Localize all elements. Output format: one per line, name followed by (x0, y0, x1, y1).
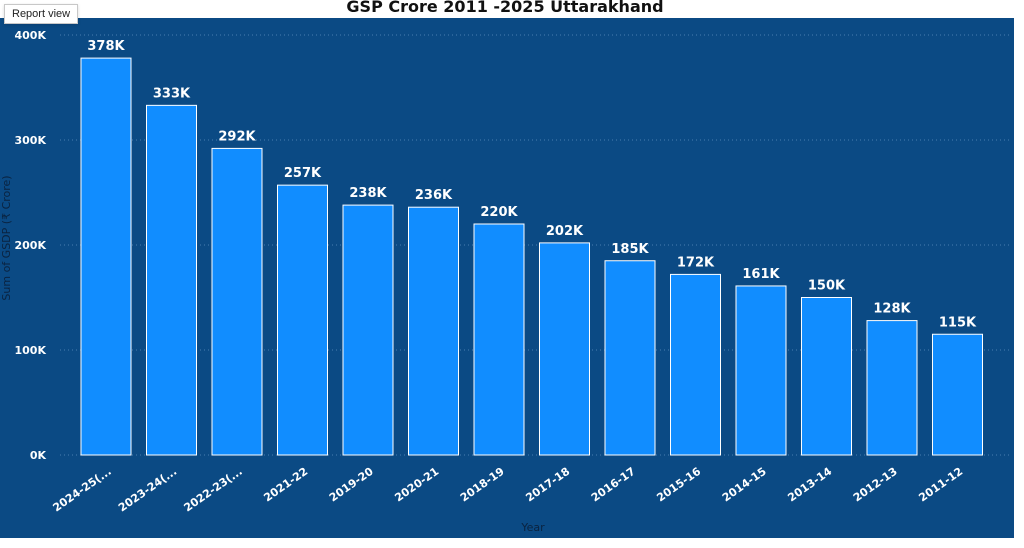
x-tick-label: 2013-14 (785, 465, 834, 505)
chart-plot-area[interactable]: 378K 333K 292K 257K 238K 236K 220K 202K 185K 172K… (0, 18, 1014, 538)
x-tick-label: 2012-13 (851, 465, 900, 505)
data-label: 292K (218, 129, 256, 144)
y-tick-label: 400K (15, 29, 47, 42)
data-label: 236K (415, 188, 453, 203)
data-label: 202K (546, 224, 584, 239)
data-label: 128K (873, 302, 911, 317)
data-label: 185K (611, 242, 649, 257)
data-label: 238K (349, 186, 387, 201)
y-tick-label: 100K (15, 344, 47, 357)
x-tick-label: 2016-17 (589, 465, 638, 505)
bar[interactable] (866, 320, 918, 456)
bar[interactable] (211, 147, 263, 456)
bar[interactable] (277, 184, 328, 456)
x-tick-label: 2022-23(... (182, 465, 245, 515)
bar[interactable] (539, 242, 590, 456)
bar[interactable] (735, 285, 787, 456)
bar[interactable] (801, 297, 852, 456)
x-axis-title: Year (520, 521, 545, 534)
data-label: 115K (939, 315, 977, 330)
data-label: 220K (480, 205, 518, 220)
bar[interactable] (342, 204, 394, 456)
x-tick-label: 2019-20 (327, 465, 376, 505)
bar[interactable] (408, 206, 459, 456)
page-margin (1014, 18, 1024, 548)
bar[interactable] (473, 223, 525, 456)
x-tick-label: 2015-16 (654, 465, 703, 505)
bar[interactable] (146, 104, 197, 456)
bar[interactable] (932, 333, 983, 456)
x-tick-label: 2021-22 (261, 465, 310, 505)
x-tick-label: 2024-25(... (51, 465, 114, 515)
y-tick-label: 0K (30, 449, 47, 462)
y-axis-ticks: 0K 100K 200K 300K 400K (15, 29, 47, 462)
bar[interactable] (80, 57, 132, 456)
bars (80, 57, 983, 456)
x-tick-label: 2014-15 (720, 465, 769, 505)
bar-chart[interactable]: 378K 333K 292K 257K 238K 236K 220K 202K 185K 172K… (0, 18, 1014, 538)
data-label: 150K (808, 279, 846, 294)
gridlines (60, 34, 1012, 456)
y-tick-label: 300K (15, 134, 47, 147)
data-label: 333K (153, 86, 191, 101)
x-tick-label: 2017-18 (523, 465, 572, 505)
x-tick-label: 2020-21 (392, 465, 441, 505)
chart-title: GSP Crore 2011 -2025 Uttarakhand (346, 0, 664, 16)
bar[interactable] (604, 260, 656, 456)
data-labels: 378K 333K 292K 257K 238K 236K 220K 202K 185K 172K… (87, 39, 977, 330)
bar[interactable] (670, 273, 721, 456)
y-tick-label: 200K (15, 239, 47, 252)
x-axis-ticks: 2024-25(... 2023-24(... 2022-23(... 2021-22… (51, 465, 966, 515)
x-tick-label: 2011-12 (916, 465, 965, 505)
report-view-tooltip: Report view (4, 4, 79, 24)
x-tick-label: 2023-24(... (116, 465, 179, 515)
y-axis-title: Sum of GSDP (₹ Crore) (0, 175, 13, 300)
x-tick-label: 2018-19 (458, 465, 507, 505)
data-label: 378K (87, 39, 125, 54)
data-label: 257K (284, 166, 322, 181)
data-label: 161K (742, 267, 780, 282)
data-label: 172K (677, 255, 715, 270)
